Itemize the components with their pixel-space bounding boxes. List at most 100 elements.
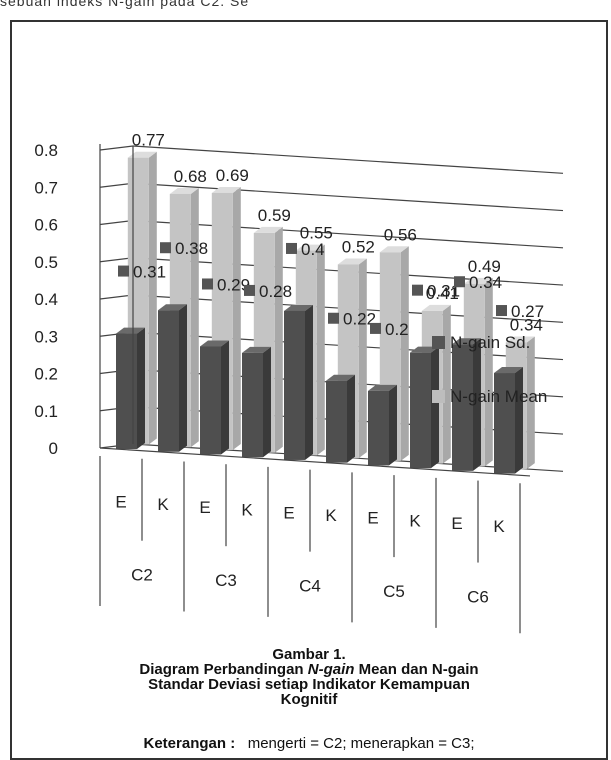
category-label: K xyxy=(157,495,169,514)
bar xyxy=(284,310,305,460)
caption-notes: Keterangan : mengerti = C2; menerapkan =… xyxy=(12,735,606,752)
bar-top xyxy=(158,304,187,311)
bar-side xyxy=(400,246,409,461)
figure-caption: Gambar 1. Diagram Perbandingan N-gain Me… xyxy=(12,647,606,707)
data-label-sd: 0.31 xyxy=(133,263,166,282)
bar-side xyxy=(274,226,283,453)
legend-label: N-gain Mean xyxy=(450,387,547,406)
bar-top xyxy=(410,346,439,353)
bar-top xyxy=(421,304,451,311)
caption-line-2-suffix: Mean dan N-gain xyxy=(354,661,479,678)
caption-line-2: Diagram Perbandingan N-gain Mean dan N-g… xyxy=(12,662,606,677)
gridline xyxy=(132,219,564,249)
bar-side xyxy=(148,151,157,445)
y-tick-label: 0.2 xyxy=(34,365,58,384)
header-text: sebuah indeks N-gain pada C2. Se xyxy=(0,0,250,9)
y-tick-label: 0 xyxy=(49,439,58,458)
bar-top xyxy=(494,367,523,374)
category-label: E xyxy=(115,492,126,511)
bar xyxy=(158,310,179,452)
bar-top xyxy=(379,246,409,253)
bar-side xyxy=(473,338,481,471)
data-label-marker xyxy=(454,276,465,288)
grid-side-line xyxy=(99,257,134,263)
bar xyxy=(368,390,389,466)
data-label-sd: 0.31 xyxy=(427,282,460,301)
data-label-sd: 0.2 xyxy=(385,320,409,339)
category-label: E xyxy=(283,503,294,522)
bar-side xyxy=(358,258,367,459)
group-label: C4 xyxy=(299,577,321,596)
bar-side xyxy=(232,186,241,450)
bar-side xyxy=(431,346,439,469)
bar-top xyxy=(169,187,199,194)
bar-side xyxy=(515,367,523,474)
bar-top xyxy=(337,258,367,265)
bar-top xyxy=(200,340,229,347)
group-label: C5 xyxy=(383,582,405,601)
grid-side-line xyxy=(99,294,134,300)
data-label-marker xyxy=(202,278,213,290)
data-label-mean: 0.77 xyxy=(132,131,165,150)
legend: N-gain Sd. N-gain Mean xyxy=(432,333,547,406)
bar-side xyxy=(484,277,493,467)
caption-line-4: Kognitif xyxy=(280,691,338,708)
caption-line-3: Standar Deviasi setiap Indikator Kemampu… xyxy=(148,676,470,693)
bar-top xyxy=(242,346,271,353)
data-label-sd: 0.22 xyxy=(343,310,376,329)
data-label-marker xyxy=(118,265,129,277)
data-label-marker xyxy=(496,305,507,317)
bar xyxy=(242,352,263,458)
bar-top xyxy=(295,244,325,251)
bar-side xyxy=(305,304,313,460)
bar xyxy=(494,373,515,474)
bar-top xyxy=(284,304,313,311)
bar-top xyxy=(253,226,283,233)
bar xyxy=(116,333,137,450)
bar xyxy=(326,380,347,463)
bar xyxy=(200,346,221,455)
bar-side xyxy=(179,304,187,452)
notes-label: Keterangan : xyxy=(143,735,236,752)
bar-top xyxy=(127,151,157,158)
data-label-mean: 0.34 xyxy=(510,315,543,334)
bar-side xyxy=(347,374,355,463)
bar-side xyxy=(263,346,271,458)
bar-top xyxy=(463,277,493,284)
data-labels: 0.770.68 0.690.590.550.520.560.410.490.34… xyxy=(118,131,544,339)
grid-side-line xyxy=(99,145,134,151)
legend-swatch xyxy=(432,390,445,403)
data-label-mean: 0.41 xyxy=(426,284,459,303)
bar-top xyxy=(452,338,481,345)
bar-side xyxy=(526,336,535,470)
category-label: E xyxy=(199,498,210,517)
data-label-sd: 0.38 xyxy=(175,239,208,258)
y-tick-label: 0.4 xyxy=(34,290,58,309)
series-sd xyxy=(116,304,523,474)
data-label-sd: 0.29 xyxy=(217,275,250,294)
data-label-sd: 0.4 xyxy=(301,240,325,259)
legend-swatch xyxy=(432,336,445,349)
y-tick-label: 0.5 xyxy=(34,253,58,272)
data-label-marker xyxy=(160,242,171,254)
bar-side xyxy=(316,244,325,456)
notes-text: mengerti = C2; menerapkan = C3; xyxy=(247,735,475,752)
category-label: K xyxy=(241,501,253,520)
data-label-marker xyxy=(244,284,255,296)
y-tick-label: 0.7 xyxy=(34,178,58,197)
bar-side xyxy=(442,304,451,464)
bar-side xyxy=(389,384,397,466)
bar-side xyxy=(221,340,229,455)
x-axis-line xyxy=(99,447,531,477)
bar-top xyxy=(326,374,355,381)
category-label: E xyxy=(451,514,462,533)
legend-label: N-gain Sd. xyxy=(450,333,530,352)
category-label: K xyxy=(325,506,337,525)
bar-side xyxy=(190,187,199,448)
bar xyxy=(452,344,473,471)
grid-side-line xyxy=(99,219,134,226)
bar-side xyxy=(137,327,145,450)
data-label-mean: 0.55 xyxy=(300,224,333,243)
category-label: K xyxy=(493,517,505,536)
